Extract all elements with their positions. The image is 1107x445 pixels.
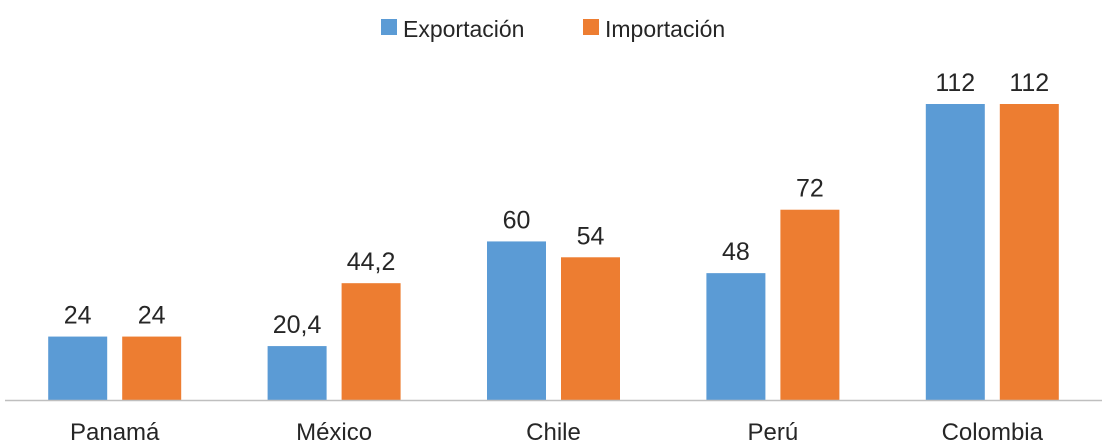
bar-importacion-3 bbox=[561, 257, 620, 400]
category-label-1: Panamá bbox=[70, 419, 160, 445]
bar-importacion-2 bbox=[341, 283, 401, 400]
value-label-exportacion-2: 20,4 bbox=[273, 311, 322, 339]
value-label-importacion-3: 54 bbox=[577, 222, 605, 250]
legend-label-2: Importación bbox=[605, 16, 725, 42]
value-label-importacion-5: 112 bbox=[1009, 69, 1049, 97]
legend-swatch-1 bbox=[381, 19, 397, 35]
value-label-exportacion-5: 112 bbox=[935, 69, 975, 97]
value-label-exportacion-4: 48 bbox=[722, 238, 750, 266]
category-labels: Panamá México Chile Perú Colombia bbox=[70, 419, 1044, 445]
value-label-importacion-4: 72 bbox=[796, 175, 824, 203]
category-label-3: Chile bbox=[526, 419, 581, 445]
value-label-exportacion-3: 60 bbox=[503, 206, 531, 234]
value-label-exportacion-1: 24 bbox=[64, 302, 92, 330]
legend-label-1: Exportación bbox=[403, 16, 524, 42]
bar-exportacion-5 bbox=[925, 104, 985, 400]
bar-importacion-5 bbox=[999, 104, 1059, 400]
bar-importacion-1 bbox=[122, 336, 182, 400]
value-label-importacion-2: 44,2 bbox=[347, 248, 396, 276]
bar-exportacion-4 bbox=[706, 273, 766, 400]
bar-exportacion-2 bbox=[267, 346, 327, 400]
value-label-importacion-1: 24 bbox=[138, 302, 166, 330]
category-label-4: Perú bbox=[748, 419, 799, 445]
category-label-5: Colombia bbox=[942, 419, 1044, 445]
legend-swatch-2 bbox=[583, 19, 599, 35]
bar-importacion-4 bbox=[780, 209, 840, 400]
bar-exportacion-1 bbox=[48, 336, 108, 400]
bar-exportacion-3 bbox=[487, 241, 546, 400]
legend: Exportación Importación bbox=[381, 16, 725, 42]
category-label-2: México bbox=[296, 419, 372, 445]
value-labels: 24 24 20,4 44,2 60 54 48 72 112 112 bbox=[64, 69, 1049, 339]
bars bbox=[48, 104, 1059, 400]
